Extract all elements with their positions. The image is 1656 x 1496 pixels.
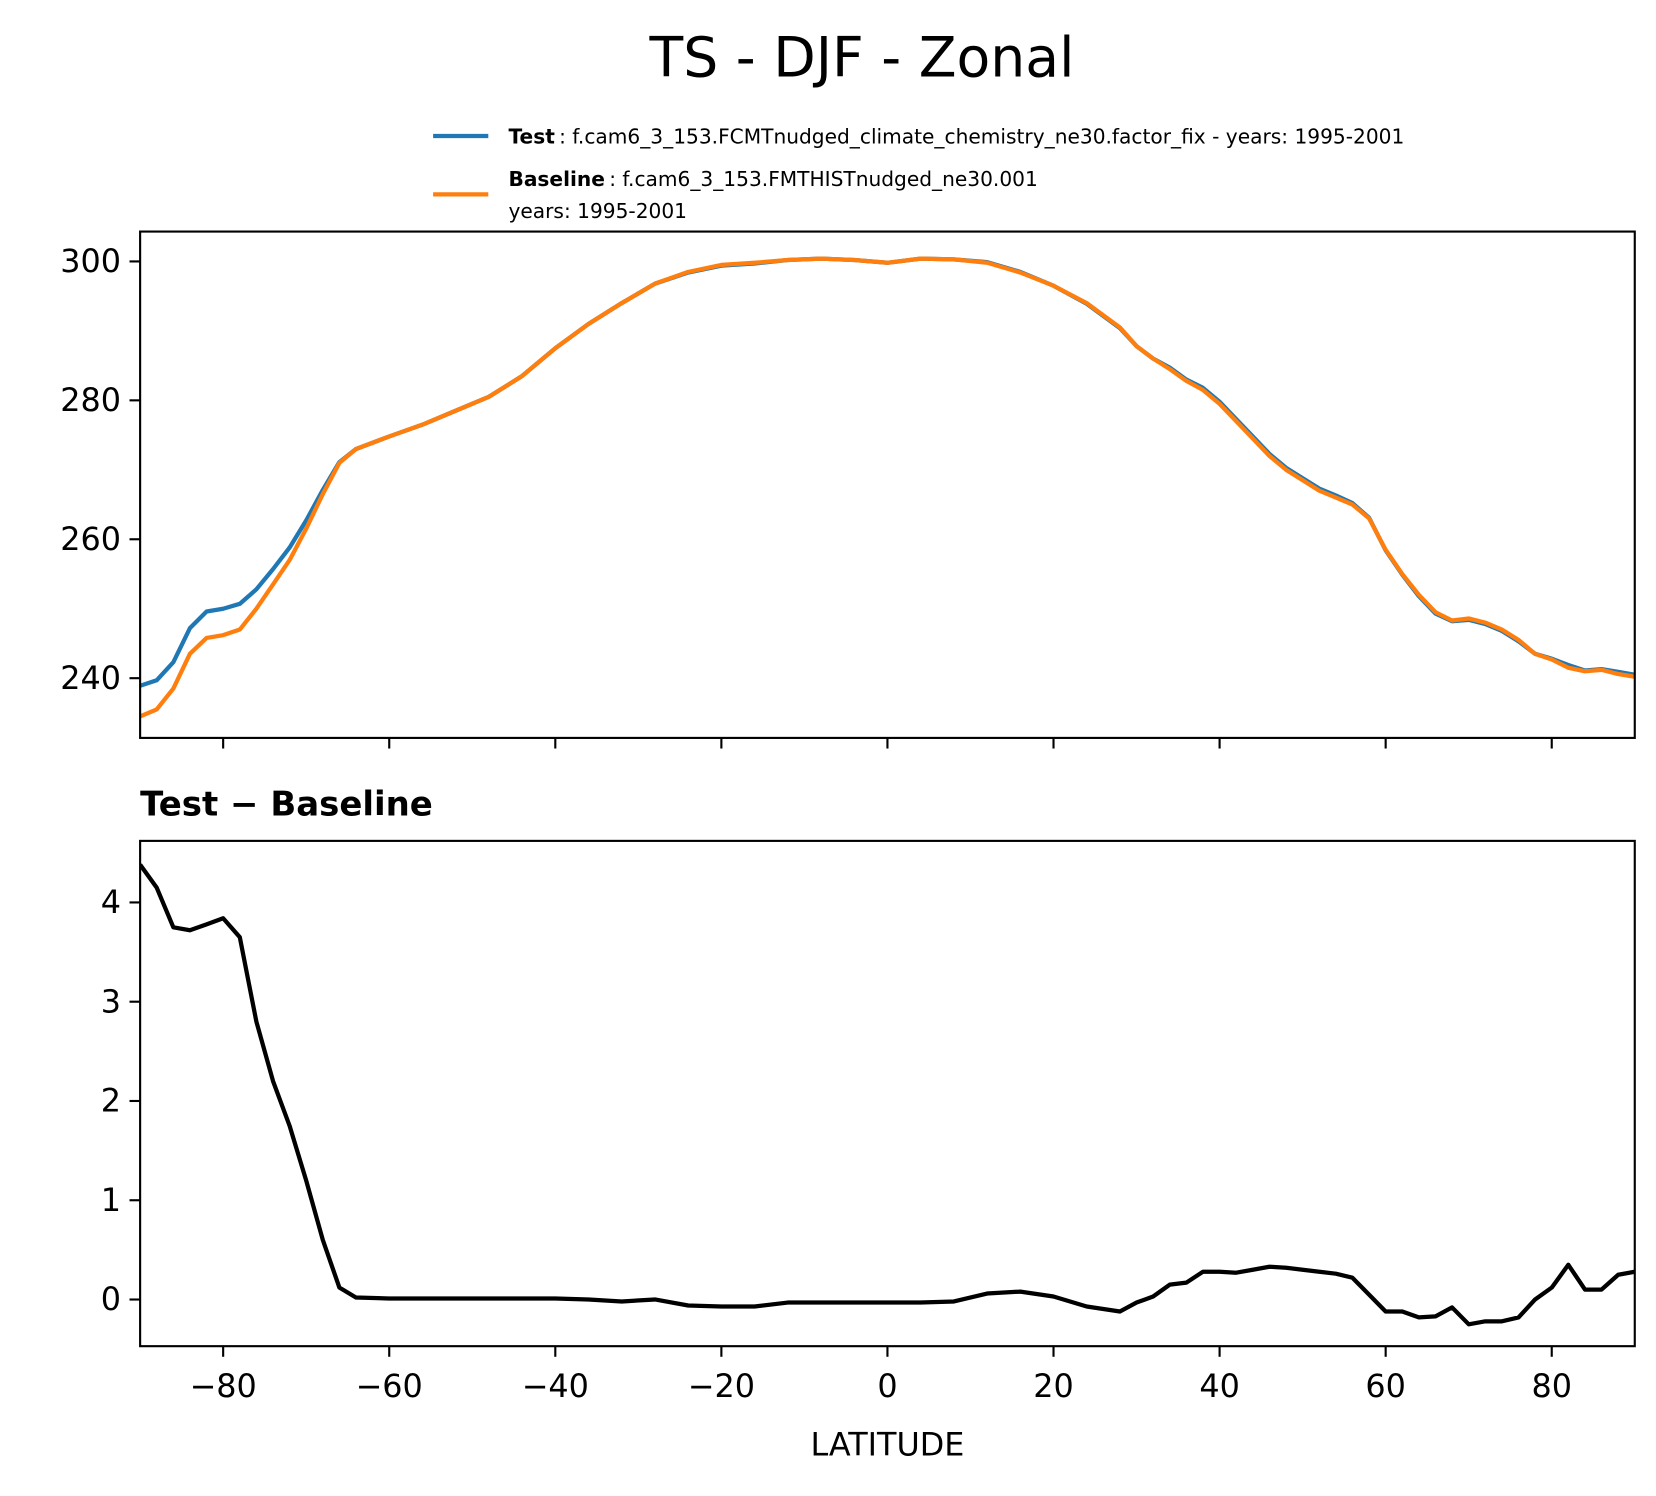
line xyxy=(140,256,1635,688)
x-tick-label: −40 xyxy=(522,1367,589,1405)
x-tick-label: −80 xyxy=(190,1367,257,1405)
x-tick-label: 20 xyxy=(1033,1367,1074,1405)
x-tick-label: −20 xyxy=(688,1367,755,1405)
legend-name: Test xyxy=(508,124,555,148)
axes-frame xyxy=(139,839,1636,1348)
y-tick-label: 260 xyxy=(60,520,121,558)
x-axis-label: LATITUDE xyxy=(810,1426,964,1464)
axes-title: Test − Baseline xyxy=(140,784,433,824)
legend-name: Baseline xyxy=(508,167,604,191)
y-tick-label: 300 xyxy=(60,242,121,280)
legend-label: : f.cam6_3_153.FMTHISTnudged_ne30.001 xyxy=(609,167,1038,191)
line xyxy=(140,863,1635,1327)
figure-title: TS - DJF - Zonal xyxy=(648,27,1074,91)
line xyxy=(140,256,1635,719)
legend-label: years: 1995-2001 xyxy=(508,199,687,223)
x-tick-label: −60 xyxy=(356,1367,423,1405)
x-tick-label: 0 xyxy=(877,1367,897,1405)
x-tick-label: 60 xyxy=(1365,1367,1406,1405)
y-tick-label: 1 xyxy=(101,1181,121,1219)
y-tick-label: 280 xyxy=(60,381,121,419)
y-tick-label: 240 xyxy=(60,659,121,697)
y-tick-label: 3 xyxy=(101,982,121,1020)
y-tick-label: 4 xyxy=(101,883,121,921)
x-tick-label: 80 xyxy=(1531,1367,1572,1405)
plot-area xyxy=(140,256,1635,719)
plot-area xyxy=(140,863,1635,1327)
axes-frame xyxy=(139,230,1636,739)
y-tick-label: 2 xyxy=(101,1082,121,1120)
x-tick-label: 40 xyxy=(1199,1367,1240,1405)
y-tick-label: 0 xyxy=(101,1280,121,1318)
legend-label: : f.cam6_3_153.FCMTnudged_climate_chemis… xyxy=(559,124,1404,148)
